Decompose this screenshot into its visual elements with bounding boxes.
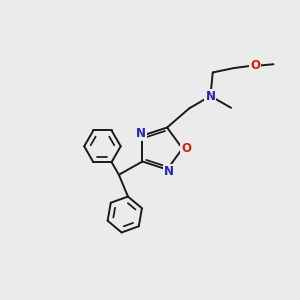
Text: O: O — [181, 142, 191, 155]
Text: N: N — [136, 127, 146, 140]
Text: O: O — [250, 59, 260, 72]
Text: N: N — [206, 89, 215, 103]
Text: N: N — [164, 164, 174, 178]
